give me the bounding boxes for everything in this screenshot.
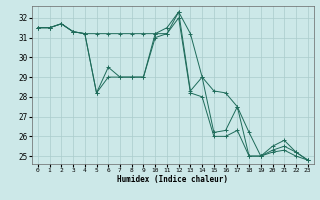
X-axis label: Humidex (Indice chaleur): Humidex (Indice chaleur) <box>117 175 228 184</box>
